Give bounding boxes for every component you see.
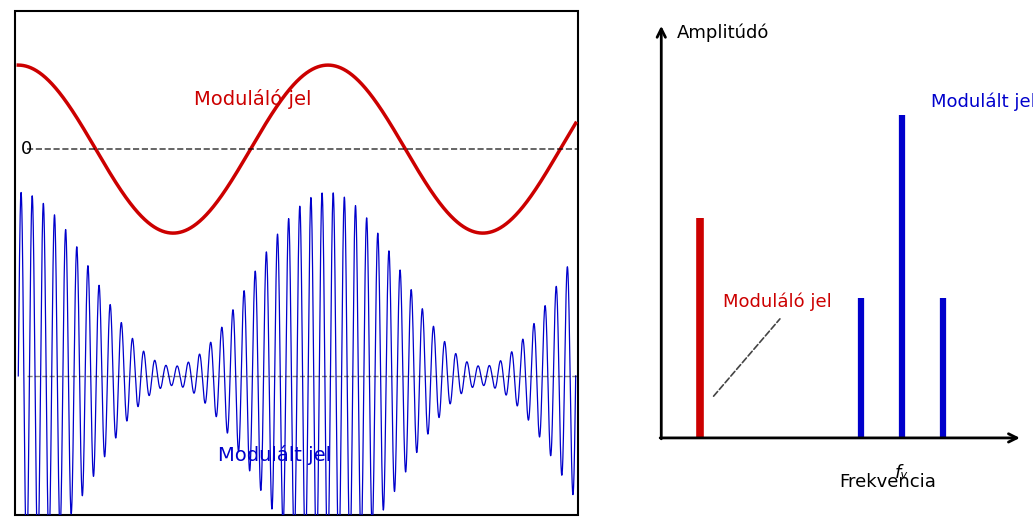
Bar: [15, 10, 578, 514]
Text: fᵥ: fᵥ: [896, 464, 909, 481]
Text: Moduláló jel: Moduláló jel: [193, 89, 311, 109]
Text: Amplitúdó: Amplitúdó: [677, 23, 770, 41]
Text: Frekvencia: Frekvencia: [839, 473, 936, 491]
Text: Modulált jel: Modulált jel: [932, 93, 1033, 111]
Text: Moduláló jel: Moduláló jel: [723, 292, 833, 311]
Text: 0: 0: [21, 140, 32, 158]
Text: Modulált jel: Modulált jel: [218, 445, 332, 465]
